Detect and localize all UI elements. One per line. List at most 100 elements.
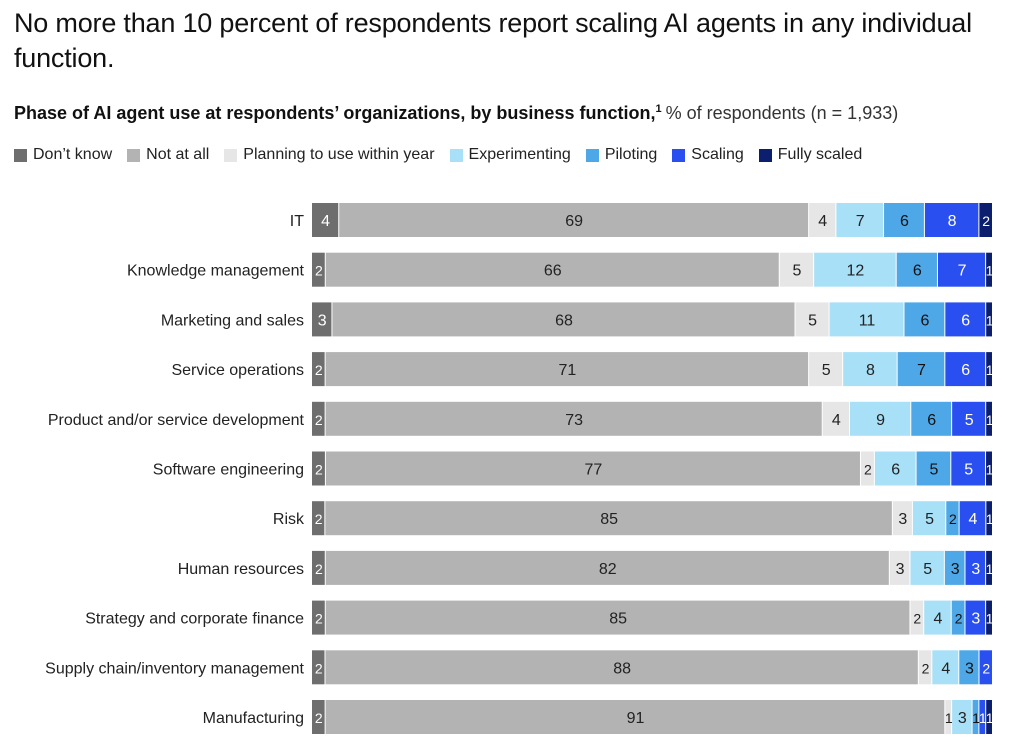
bar-segment (325, 501, 892, 536)
data-label: 5 (923, 561, 932, 578)
data-label: 85 (600, 511, 618, 528)
legend-label: Planning to use within year (243, 146, 435, 163)
legend-swatch (127, 148, 141, 162)
chart-title: Phase of AI agent use at respondents’ or… (14, 103, 656, 123)
bar-segment (979, 203, 992, 237)
bar-segment (892, 501, 912, 536)
bar-segment (779, 252, 814, 287)
bar-segment (904, 302, 945, 337)
data-label: 2 (315, 511, 323, 527)
bar-segment (924, 600, 951, 635)
data-label: 6 (920, 312, 929, 329)
bar-segment (986, 600, 992, 635)
data-label: 2 (315, 660, 323, 676)
data-label: 8 (866, 362, 875, 379)
bar-segment (822, 401, 849, 436)
data-label: 2 (864, 462, 872, 478)
data-label: 3 (898, 511, 907, 528)
bar-row: Product and/or service development 2 73 4 9 6… (48, 401, 994, 436)
data-label: 4 (941, 660, 950, 677)
footnote-marker: 1 (655, 103, 662, 115)
data-label: 3 (318, 312, 327, 329)
data-label: 9 (876, 412, 885, 429)
data-label: 11 (859, 312, 876, 329)
legend-item: Experimenting (449, 146, 571, 164)
bar-row: Marketing and sales 3 68 5 11 6 6 1 (161, 302, 994, 337)
data-label: 2 (315, 710, 323, 726)
bar-segment (312, 401, 325, 436)
data-label: 1 (986, 561, 994, 577)
bar-segment (959, 650, 979, 685)
category-label: Risk (273, 511, 305, 528)
data-label: 2 (913, 611, 921, 627)
data-label: 4 (832, 412, 841, 429)
bar-segment (932, 650, 959, 685)
legend-item: Piloting (585, 146, 657, 164)
data-label: 6 (961, 312, 970, 329)
bar-segment (814, 252, 896, 287)
legend-swatch (672, 148, 686, 162)
category-label: Service operations (171, 362, 304, 379)
chart-subtitle: Phase of AI agent use at respondents’ or… (14, 100, 1014, 126)
bar-segment (952, 401, 986, 436)
bar-segment (916, 451, 951, 486)
bar-segment (809, 203, 836, 237)
data-label: 2 (315, 561, 323, 577)
category-label: Strategy and corporate finance (85, 611, 304, 628)
data-label: 5 (808, 312, 817, 329)
data-label: 12 (847, 263, 865, 280)
data-label: 1 (986, 312, 994, 328)
data-label: 5 (925, 511, 934, 528)
data-label: 7 (958, 263, 967, 280)
category-label: Supply chain/inventory management (45, 660, 304, 677)
data-label: 1 (986, 362, 994, 378)
bar-segment (325, 252, 779, 287)
legend-swatch (14, 148, 27, 162)
bar-segment (986, 401, 992, 436)
bar-segment (924, 203, 979, 237)
bar-row: Manufacturing 2 91 1 3 1 1 1 (203, 700, 994, 734)
legend-item: Not at all (127, 146, 209, 164)
legend-swatch (224, 148, 238, 162)
bar-segment (860, 451, 874, 486)
data-label: 2 (315, 412, 323, 428)
bar-segment (897, 352, 945, 387)
bar-segment (986, 501, 992, 536)
bar-segment (325, 401, 822, 436)
bar-segment (945, 700, 952, 734)
bar-segment (325, 700, 945, 734)
legend-item: Planning to use within year (224, 146, 435, 164)
bar-segment (986, 550, 992, 585)
bar-segment (986, 352, 992, 387)
data-label: 69 (565, 213, 583, 230)
data-label: 7 (917, 362, 926, 379)
data-label: 5 (929, 462, 938, 479)
bar-segment (843, 352, 897, 387)
bar-segment (809, 352, 843, 387)
bar-row: Risk 2 85 3 5 2 4 1 (273, 501, 994, 536)
bar-segment (965, 550, 986, 585)
bar-row: Strategy and corporate finance 2 85 2 4 2 3 1 (85, 600, 994, 635)
data-label: 1 (986, 263, 994, 279)
data-label: 5 (793, 263, 802, 280)
bar-segment (986, 451, 992, 486)
legend-swatch (758, 148, 772, 162)
data-label: 6 (891, 462, 900, 479)
data-label: 2 (949, 511, 957, 527)
data-label: 82 (599, 561, 617, 578)
legend-label: Fully scaled (777, 146, 863, 163)
data-label: 2 (922, 660, 930, 676)
category-label: Knowledge management (127, 263, 305, 280)
bar-segment (979, 700, 986, 734)
data-label: 4 (969, 511, 978, 528)
bar-segment (910, 600, 924, 635)
bar-segment (836, 203, 884, 237)
data-label: 3 (971, 561, 980, 578)
bar-segment (312, 650, 325, 685)
legend-label: Don’t know (33, 146, 113, 163)
bar-segment (912, 501, 946, 536)
data-label: 1 (986, 611, 994, 627)
data-label: 6 (927, 412, 936, 429)
data-label: 2 (315, 362, 323, 378)
